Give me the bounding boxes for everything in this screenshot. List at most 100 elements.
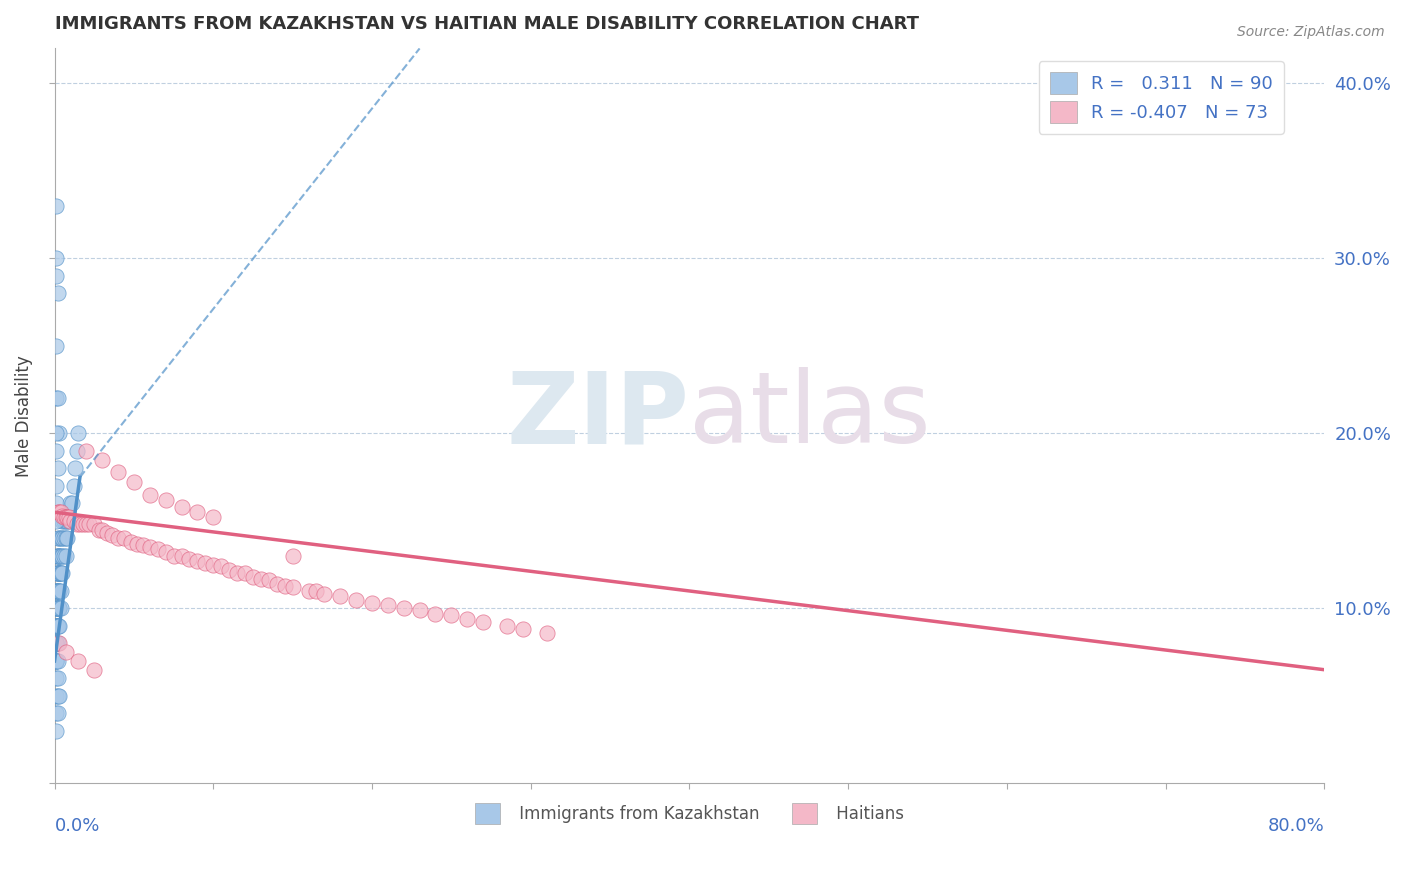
Point: [46, 286, 69, 301]
Point: [63, 461, 86, 475]
Point: [48, 505, 70, 519]
Point: [45, 619, 67, 633]
Point: [273, 579, 295, 593]
Point: [48, 566, 70, 581]
Point: [45, 636, 67, 650]
Point: [49, 566, 72, 581]
Point: [170, 500, 193, 514]
Point: [45, 252, 67, 266]
Point: [51, 566, 73, 581]
Point: [51, 549, 73, 563]
Point: [45, 619, 67, 633]
Point: [58, 510, 80, 524]
Point: [69, 517, 91, 532]
Point: [329, 589, 352, 603]
Point: [440, 608, 463, 623]
Point: [139, 488, 162, 502]
Point: [377, 598, 399, 612]
Point: [536, 626, 558, 640]
Point: [281, 581, 304, 595]
Point: [46, 532, 69, 546]
Text: IMMIGRANTS FROM KAZAKHSTAN VS HAITIAN MALE DISABILITY CORRELATION CHART: IMMIGRANTS FROM KAZAKHSTAN VS HAITIAN MA…: [55, 15, 918, 33]
Point: [242, 570, 264, 584]
Point: [48, 532, 70, 546]
Point: [91, 523, 114, 537]
Point: [53, 532, 76, 546]
Point: [139, 540, 162, 554]
Point: [53, 514, 76, 528]
Point: [46, 654, 69, 668]
Point: [46, 672, 69, 686]
Point: [392, 601, 415, 615]
Point: [67, 654, 90, 668]
Point: [186, 505, 208, 519]
Point: [46, 689, 69, 703]
Point: [155, 545, 177, 559]
Point: [233, 566, 256, 581]
Point: [87, 523, 110, 537]
Point: [51, 514, 73, 528]
Point: [62, 514, 84, 528]
Point: [55, 510, 77, 524]
Point: [408, 603, 430, 617]
Point: [186, 554, 208, 568]
Point: [209, 559, 232, 574]
Point: [75, 444, 97, 458]
Legend:  Immigrants from Kazakhstan,  Haitians: Immigrants from Kazakhstan, Haitians: [468, 797, 910, 830]
Point: [45, 654, 67, 668]
Point: [48, 549, 70, 563]
Point: [46, 619, 69, 633]
Point: [45, 392, 67, 406]
Point: [60, 496, 83, 510]
Point: [45, 479, 67, 493]
Point: [45, 549, 67, 563]
Point: [45, 199, 67, 213]
Point: [146, 541, 169, 556]
Point: [344, 592, 367, 607]
Point: [46, 392, 69, 406]
Point: [257, 574, 280, 588]
Point: [56, 510, 79, 524]
Point: [66, 517, 89, 532]
Point: [512, 623, 534, 637]
Point: [59, 514, 82, 528]
Point: [107, 532, 129, 546]
Text: Source: ZipAtlas.com: Source: ZipAtlas.com: [1237, 25, 1385, 39]
Point: [107, 465, 129, 479]
Point: [120, 535, 142, 549]
Text: 80.0%: 80.0%: [1268, 816, 1324, 835]
Point: [56, 532, 79, 546]
Point: [46, 636, 69, 650]
Point: [45, 619, 67, 633]
Point: [48, 426, 70, 441]
Point: [49, 601, 72, 615]
Point: [96, 526, 118, 541]
Point: [48, 549, 70, 563]
Point: [58, 514, 80, 528]
Point: [83, 663, 105, 677]
Point: [56, 514, 79, 528]
Point: [48, 584, 70, 599]
Point: [179, 552, 201, 566]
Point: [48, 689, 70, 703]
Point: [48, 636, 70, 650]
Point: [59, 496, 82, 510]
Text: ZIP: ZIP: [506, 368, 689, 465]
Y-axis label: Male Disability: Male Disability: [15, 355, 32, 477]
Point: [83, 517, 105, 532]
Point: [45, 339, 67, 353]
Point: [48, 566, 70, 581]
Point: [45, 654, 67, 668]
Point: [72, 517, 94, 532]
Point: [45, 619, 67, 633]
Point: [79, 517, 101, 532]
Point: [55, 549, 77, 563]
Point: [45, 636, 67, 650]
Point: [46, 706, 69, 721]
Point: [45, 672, 67, 686]
Point: [266, 577, 288, 591]
Point: [45, 601, 67, 615]
Text: atlas: atlas: [689, 368, 931, 465]
Point: [55, 532, 77, 546]
Point: [66, 444, 89, 458]
